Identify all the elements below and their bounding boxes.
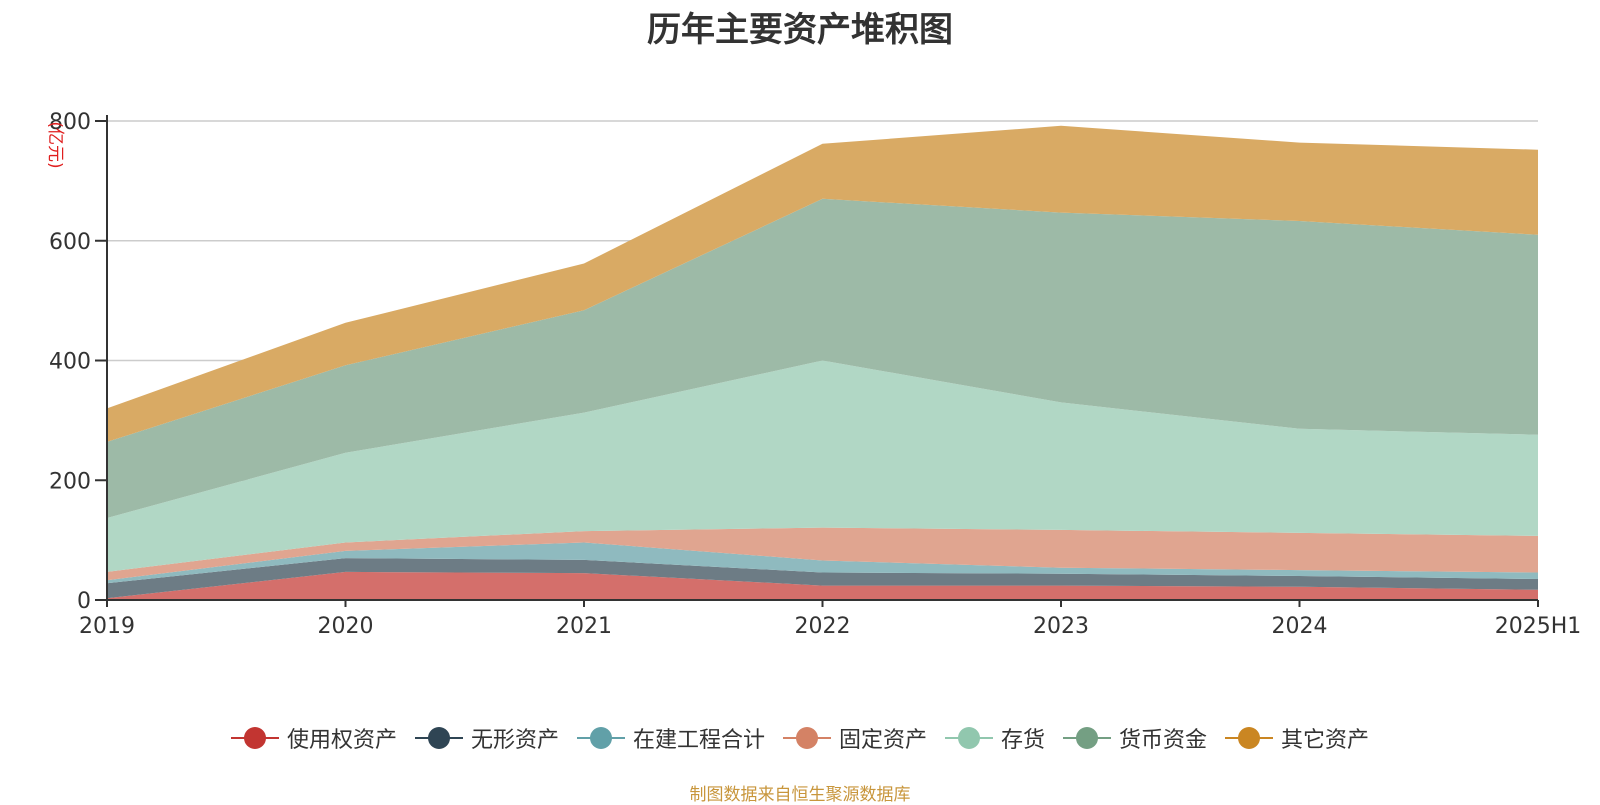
- source-note: 制图数据来自恒生聚源数据库: [689, 785, 911, 805]
- x-tick-label: 2019: [79, 614, 135, 639]
- legend-marker-icon: [576, 725, 625, 751]
- legend-label: 其它资产: [1281, 728, 1370, 753]
- legend-item[interactable]: 固定资产: [782, 722, 927, 754]
- legend-marker-icon: [414, 725, 463, 751]
- y-tick-label: 200: [49, 469, 91, 494]
- x-tick-label: 2023: [1033, 614, 1089, 639]
- legend: 使用权资产 无形资产 在建工程合计 固定资产 存货 货币资金 其它资产: [0, 718, 1600, 758]
- legend-item[interactable]: 使用权资产: [230, 722, 397, 754]
- y-tick-label: 0: [77, 589, 91, 614]
- area-series-4: [107, 527, 1538, 581]
- legend-marker-icon: [1225, 725, 1274, 751]
- legend-label: 存货: [1001, 728, 1046, 753]
- legend-item[interactable]: 货币资金: [1063, 722, 1207, 754]
- y-tick-label: 600: [49, 230, 91, 255]
- area-series-5: [107, 360, 1538, 572]
- x-tick-label: 2020: [318, 614, 374, 639]
- legend-label: 在建工程合计: [632, 728, 765, 753]
- x-tick-label: 2022: [795, 614, 851, 639]
- legend-item[interactable]: 无形资产: [414, 722, 559, 754]
- legend-marker-icon: [230, 725, 279, 751]
- y-tick-label: 800: [49, 110, 91, 135]
- area-series-7: [107, 125, 1538, 442]
- area-series-2: [107, 558, 1538, 599]
- legend-item[interactable]: 其它资产: [1225, 722, 1369, 754]
- y-unit-label: (亿元): [45, 121, 65, 168]
- legend-item[interactable]: 在建工程合计: [576, 722, 765, 754]
- legend-label: 固定资产: [838, 728, 927, 753]
- legend-label: 货币资金: [1119, 728, 1208, 753]
- legend-label: 使用权资产: [286, 728, 397, 753]
- legend-marker-icon: [945, 725, 993, 751]
- legend-item[interactable]: 存货: [945, 722, 1045, 754]
- area-layer: [107, 125, 1538, 600]
- x-tick-label: 2021: [556, 614, 612, 639]
- legend-marker-icon: [1063, 725, 1112, 751]
- axes: 0 200 400 600 800 2019 2020 2021 2022 2023 2024 202…: [45, 110, 1581, 639]
- y-tick-label: 400: [49, 350, 91, 375]
- area-series-1: [107, 571, 1538, 600]
- legend-label: 无形资产: [470, 728, 559, 753]
- chart-title: 历年主要资产堆积图: [647, 10, 953, 50]
- area-series-3: [107, 542, 1538, 584]
- area-series-6: [107, 198, 1538, 519]
- legend-marker-icon: [782, 725, 831, 751]
- x-tick-label: 2025H1: [1495, 614, 1582, 639]
- stacked-area-chart: 0 200 400 600 800 2019 2020 2021 2022 2023 2024 202…: [45, 110, 1581, 639]
- x-tick-label: 2024: [1272, 614, 1328, 639]
